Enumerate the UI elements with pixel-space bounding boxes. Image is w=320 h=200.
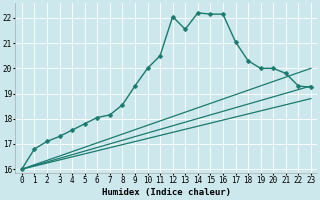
X-axis label: Humidex (Indice chaleur): Humidex (Indice chaleur) [102,188,231,197]
